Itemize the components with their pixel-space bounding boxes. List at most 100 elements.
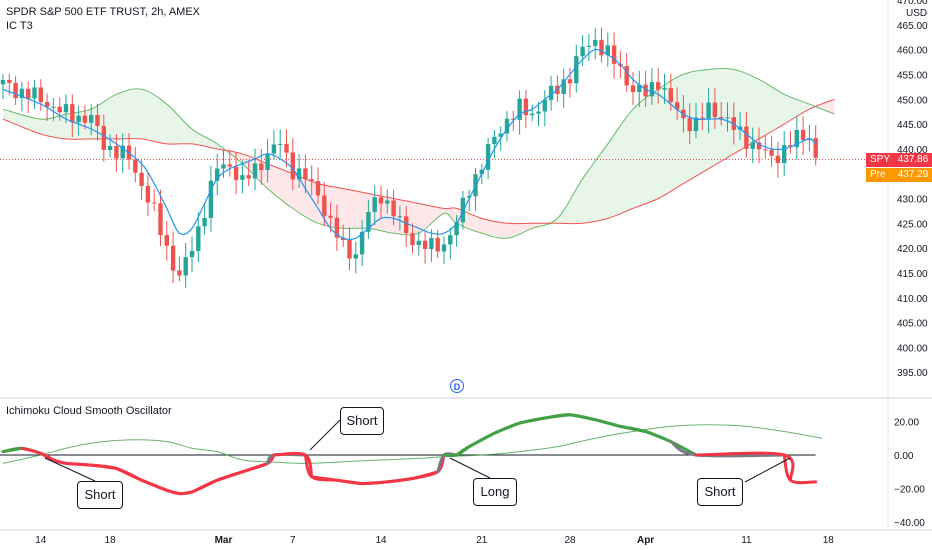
candle-body	[700, 117, 705, 119]
candle-body	[712, 102, 718, 118]
candle-body	[530, 113, 535, 116]
callout-pointer	[44, 457, 96, 482]
indicator-label: IC T3	[6, 20, 33, 32]
osc-signal-line-green	[2, 424, 823, 464]
candle-body	[574, 56, 579, 84]
candle-body	[448, 235, 453, 245]
price-tick-label: 430.00	[897, 195, 928, 206]
candle-body	[38, 87, 43, 103]
candle-body	[334, 217, 340, 238]
candle-body	[504, 118, 510, 134]
price-tick-label: 470.00	[897, 0, 928, 7]
callout-short-2: Short	[77, 481, 123, 509]
candle-body	[517, 98, 522, 120]
candle-body	[435, 237, 440, 252]
candle-body	[479, 169, 484, 175]
candle-body	[744, 126, 749, 149]
candle-body	[429, 237, 434, 249]
callout-pointer	[309, 419, 341, 451]
candle-body	[114, 146, 119, 159]
candle-body	[397, 216, 403, 218]
osc-main-segment	[782, 453, 818, 485]
candle-body	[706, 102, 711, 119]
candle-body	[158, 203, 163, 236]
candle-body	[57, 106, 62, 113]
candle-body	[454, 222, 459, 236]
last-price-value: 437.86	[897, 154, 929, 165]
price-tick-label: 450.00	[897, 95, 928, 106]
time-tick-label: 28	[564, 535, 576, 546]
candle-body	[523, 98, 529, 116]
candle-body	[19, 88, 25, 98]
oscillator-pane	[0, 413, 823, 496]
osc-tick-label: 20.00	[894, 417, 919, 428]
callout-pointer	[449, 457, 491, 479]
chart-title: SPDR S&P 500 ETF TRUST, 2h, AMEX	[6, 6, 200, 18]
candle-body	[467, 196, 472, 198]
price-tick-label: 405.00	[897, 319, 928, 330]
pre-market-badge: Pre 437.29	[866, 168, 932, 182]
price-tick-label: 455.00	[897, 70, 928, 81]
candle-body	[643, 84, 648, 97]
candle-body	[404, 216, 409, 234]
candle-body	[567, 79, 573, 84]
osc-tick-label: −40.00	[894, 518, 925, 529]
candle-body	[215, 168, 220, 181]
candle-body	[139, 172, 144, 186]
candle-body	[271, 144, 277, 154]
candle-body	[391, 200, 396, 217]
candle-body	[586, 45, 592, 47]
candle-body	[593, 39, 598, 46]
candle-body	[296, 168, 302, 180]
candle-body	[353, 254, 358, 259]
candle-body	[51, 106, 56, 108]
candle-body	[133, 159, 138, 173]
candle-body	[422, 240, 428, 249]
candle-body	[725, 117, 730, 119]
time-tick-label: Apr	[637, 535, 654, 546]
price-tick-label: 420.00	[897, 244, 928, 255]
osc-tick-label: −20.00	[894, 485, 925, 496]
candle-body	[662, 88, 667, 90]
candle-body	[208, 180, 214, 218]
ic-t3-line	[2, 48, 817, 241]
candle-body	[599, 39, 604, 56]
callout-long: Long	[473, 478, 517, 506]
oscillator-label: Ichimoku Cloud Smooth Oscillator	[6, 405, 172, 417]
candle-body	[410, 233, 415, 245]
candle-body	[202, 217, 207, 227]
candle-body	[221, 164, 226, 169]
cloud-segment	[544, 69, 819, 224]
candle-body	[13, 82, 18, 98]
senkou-span-b	[2, 98, 835, 225]
pre-market-label: Pre	[870, 169, 886, 180]
candle-body	[82, 115, 88, 123]
candle-body	[183, 257, 188, 276]
price-tick-label: 395.00	[897, 368, 928, 379]
candle-body	[0, 79, 6, 85]
currency-label: USD	[906, 8, 928, 19]
candle-body	[624, 66, 629, 86]
candle-body	[460, 197, 466, 223]
candle-body	[95, 114, 100, 126]
candle-body	[107, 146, 113, 151]
cloud-segment	[226, 150, 545, 239]
dividend-marker[interactable]: D	[450, 379, 464, 393]
candle-body	[63, 104, 69, 113]
candle-body	[687, 118, 692, 132]
candle-body	[511, 118, 516, 120]
candle-body	[315, 181, 321, 196]
candle-body	[782, 145, 787, 163]
candle-body	[252, 163, 258, 179]
price-tick-label: 465.00	[897, 21, 928, 32]
candle-body	[152, 202, 157, 204]
candle-body	[145, 185, 151, 203]
time-tick-label: 14	[35, 535, 47, 546]
candle-body	[605, 45, 610, 56]
time-tick-label: 14	[375, 535, 387, 546]
candle-body	[750, 142, 755, 149]
price-tick-label: 445.00	[897, 120, 928, 131]
last-price-badge: SPY 437.86	[866, 153, 932, 167]
time-tick-label: 21	[476, 535, 488, 546]
